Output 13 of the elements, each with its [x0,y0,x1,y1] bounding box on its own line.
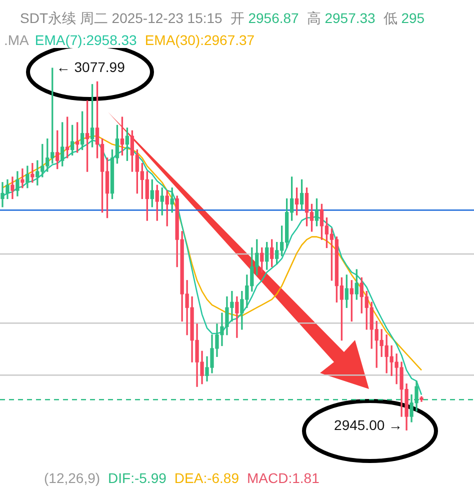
legend-title: .MA [4,32,29,48]
annotation: (12,26,9) [44,470,100,486]
annotation: 高 2957.33 [306,10,376,26]
annotation: 低 295 [383,10,425,26]
annotation: DIF:-5.99 [108,470,166,486]
text: EMA(7):2958.33 [34,32,137,48]
annotation: DEA:-6.89 [174,470,239,486]
annotation: ← 3077.99 [56,58,126,75]
annotation: MACD:1.81 [247,470,320,486]
annotation: 开 2956.87 [230,10,299,26]
text: EMA(30):2967.37 [144,32,255,48]
text: SDT永续 周二 2025-12-23 15:15 [20,10,222,26]
annotation: 2945.00 → [334,416,403,433]
